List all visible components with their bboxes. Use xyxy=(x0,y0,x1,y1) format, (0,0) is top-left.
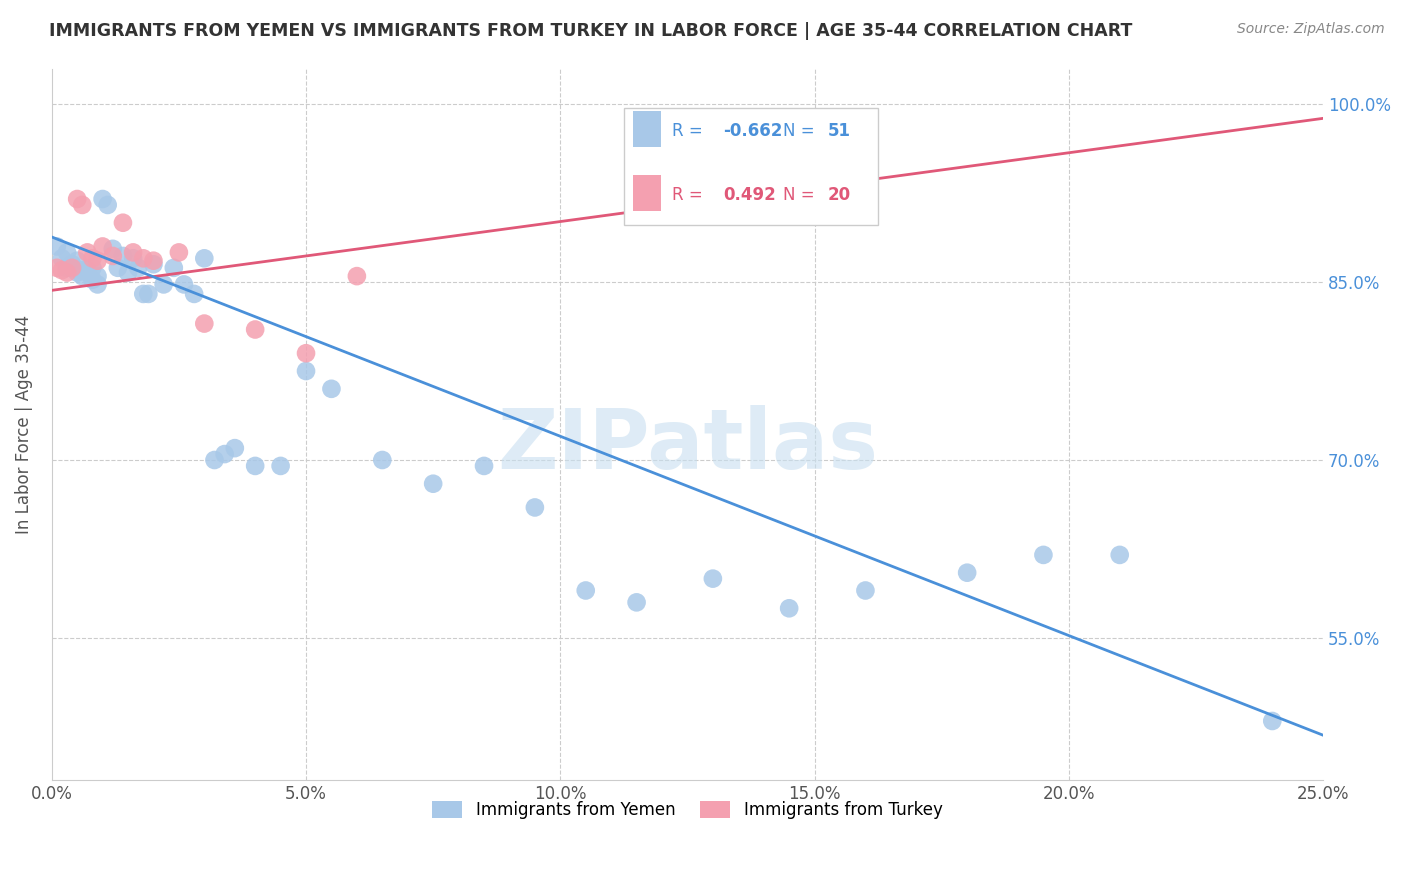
Point xyxy=(142,257,165,271)
Point xyxy=(82,273,104,287)
Point xyxy=(321,382,343,396)
Point xyxy=(855,583,877,598)
Text: 20: 20 xyxy=(827,186,851,204)
Text: N =: N = xyxy=(783,186,820,204)
Point xyxy=(132,252,155,266)
Point xyxy=(346,269,368,284)
Point xyxy=(956,566,979,580)
Point xyxy=(163,260,186,275)
Point xyxy=(91,239,114,253)
Point xyxy=(117,266,139,280)
Point xyxy=(66,192,89,206)
Point xyxy=(56,245,79,260)
Point xyxy=(76,263,98,277)
Point xyxy=(82,252,104,266)
Point xyxy=(575,583,598,598)
Point xyxy=(142,253,165,268)
Point xyxy=(422,476,444,491)
Text: R =: R = xyxy=(672,122,709,140)
Text: 0.492: 0.492 xyxy=(723,186,776,204)
Point xyxy=(626,595,648,609)
Point xyxy=(138,287,160,301)
Point xyxy=(107,260,129,275)
Point xyxy=(72,269,94,284)
Text: ZIPatlas: ZIPatlas xyxy=(496,405,877,486)
Point xyxy=(193,252,215,266)
Point xyxy=(167,245,190,260)
Point xyxy=(204,453,226,467)
Point xyxy=(91,192,114,206)
FancyBboxPatch shape xyxy=(633,112,661,147)
Point xyxy=(127,260,149,275)
Point xyxy=(122,252,145,266)
Point xyxy=(1108,548,1130,562)
Point xyxy=(66,253,89,268)
Point xyxy=(60,257,83,271)
Point xyxy=(295,346,318,360)
Point xyxy=(66,266,89,280)
Point xyxy=(86,269,108,284)
Point xyxy=(122,245,145,260)
Legend: Immigrants from Yemen, Immigrants from Turkey: Immigrants from Yemen, Immigrants from T… xyxy=(426,794,949,825)
Point xyxy=(51,252,73,266)
Point xyxy=(56,266,79,280)
Point xyxy=(214,447,236,461)
Point xyxy=(86,277,108,292)
Point xyxy=(101,242,124,256)
Point xyxy=(45,239,67,253)
Point xyxy=(1261,714,1284,728)
Point xyxy=(72,198,94,212)
Point xyxy=(152,277,174,292)
Text: Source: ZipAtlas.com: Source: ZipAtlas.com xyxy=(1237,22,1385,37)
Point xyxy=(45,260,67,275)
Point xyxy=(56,260,79,275)
Point xyxy=(183,287,205,301)
Text: IMMIGRANTS FROM YEMEN VS IMMIGRANTS FROM TURKEY IN LABOR FORCE | AGE 35-44 CORRE: IMMIGRANTS FROM YEMEN VS IMMIGRANTS FROM… xyxy=(49,22,1133,40)
Point xyxy=(778,601,800,615)
Point xyxy=(523,500,546,515)
FancyBboxPatch shape xyxy=(633,176,661,211)
Point xyxy=(132,287,155,301)
Point xyxy=(111,249,134,263)
Point xyxy=(243,322,266,336)
Point xyxy=(371,453,394,467)
FancyBboxPatch shape xyxy=(624,108,879,225)
Y-axis label: In Labor Force | Age 35-44: In Labor Force | Age 35-44 xyxy=(15,315,32,534)
Text: -0.662: -0.662 xyxy=(723,122,782,140)
Point xyxy=(243,458,266,473)
Point xyxy=(76,245,98,260)
Point xyxy=(295,364,318,378)
Point xyxy=(472,458,495,473)
Point xyxy=(193,317,215,331)
Point xyxy=(111,216,134,230)
Point xyxy=(173,277,195,292)
Point xyxy=(224,441,246,455)
Point xyxy=(86,253,108,268)
Point xyxy=(702,572,724,586)
Point xyxy=(97,198,120,212)
Point xyxy=(72,263,94,277)
Point xyxy=(270,458,292,473)
Point xyxy=(101,249,124,263)
Point xyxy=(82,260,104,275)
Text: N =: N = xyxy=(783,122,820,140)
Point xyxy=(1032,548,1054,562)
Point xyxy=(51,263,73,277)
Text: 51: 51 xyxy=(827,122,851,140)
Point xyxy=(60,260,83,275)
Point xyxy=(76,266,98,280)
Text: R =: R = xyxy=(672,186,713,204)
